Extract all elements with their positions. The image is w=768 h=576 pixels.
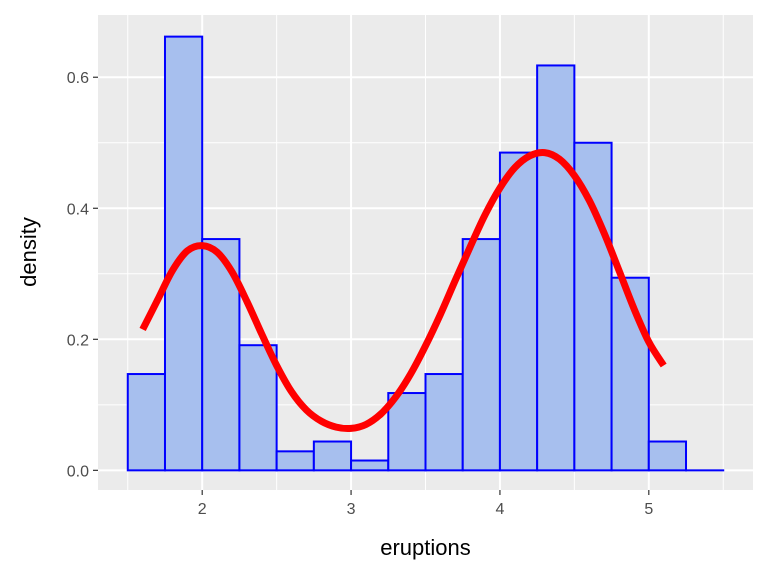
histogram-bar (350, 459, 390, 472)
y-tick-label: 0.4 (67, 201, 89, 218)
histogram-bar (573, 141, 613, 472)
histogram-bar (238, 344, 278, 472)
histogram-bar (647, 440, 688, 472)
x-tick-label: 2 (198, 501, 207, 518)
density-curve (139, 148, 667, 433)
histogram-bar (126, 373, 166, 472)
histogram-bar (387, 392, 427, 472)
y-tick-label: 0.2 (67, 332, 89, 349)
histogram-bar (424, 373, 464, 472)
y-tick-label: 0.6 (67, 70, 89, 87)
x-tick-label: 3 (347, 501, 356, 518)
x-tick-label: 4 (495, 501, 504, 518)
histogram-bars (126, 35, 725, 472)
histogram-bar (536, 64, 576, 472)
x-axis: 2 3 4 5 (198, 490, 653, 518)
x-tick-label: 5 (644, 501, 653, 518)
histogram-bar (461, 238, 501, 472)
y-tick-label: 0.0 (67, 463, 89, 480)
histogram-bar (498, 151, 539, 472)
x-axis-title: eruptions (380, 535, 471, 560)
y-axis: 0.0 0.2 0.4 0.6 (67, 70, 98, 480)
histogram-bar (610, 276, 650, 472)
histogram-bar (275, 450, 315, 472)
y-axis-title: density (16, 217, 41, 287)
histogram-bar (312, 440, 353, 472)
